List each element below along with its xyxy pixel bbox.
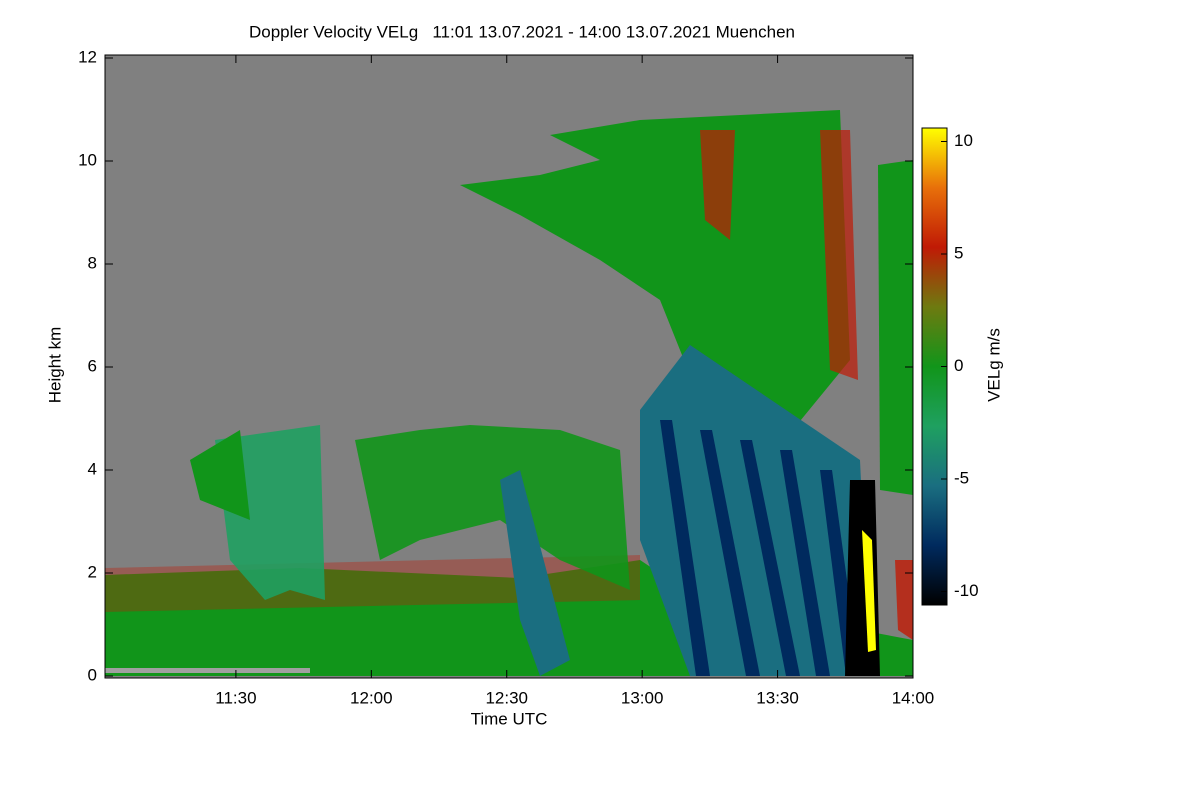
y-tick-label: 8 [88,253,97,272]
y-tick-label: 6 [88,356,97,375]
echo-region [740,440,800,676]
y-tick-label: 0 [88,665,97,684]
echo-region [862,530,876,652]
echo-region [460,110,850,470]
echo-region [780,450,830,676]
colorbar-tick-label: 0 [954,356,963,375]
velocity-field [105,55,913,678]
y-tick-label: 10 [78,150,97,169]
echo-region [895,560,913,640]
echo-region [700,130,735,240]
y-axis-label: Height km [45,327,64,404]
echo-region [820,130,858,380]
colorbar-tick-label: 10 [954,131,973,150]
colorbar-tick-label: 5 [954,243,963,262]
colorbar-label: VELg m/s [984,328,1003,402]
colorbar-tick-label: -10 [954,581,979,600]
y-tick-label: 2 [88,562,97,581]
x-tick-label: 12:30 [485,688,528,707]
echo-region [105,668,310,673]
x-tick-label: 13:30 [756,688,799,707]
echo-region [660,420,710,676]
x-axis-label: Time UTC [471,709,548,728]
echo-region [700,430,760,676]
x-tick-label: 13:00 [621,688,664,707]
echo-region [190,430,250,520]
colorbar-tick-label: -5 [954,468,969,487]
echo-region [355,425,630,590]
x-tick-label: 14:00 [892,688,935,707]
y-tick-label: 12 [78,47,97,66]
y-tick-label: 4 [88,459,97,478]
x-tick-label: 12:00 [350,688,393,707]
echo-region [500,470,570,676]
x-tick-label: 11:30 [215,688,256,707]
echo-region [878,160,913,495]
chart-title: Doppler Velocity VELg 11:01 13.07.2021 -… [249,22,795,41]
